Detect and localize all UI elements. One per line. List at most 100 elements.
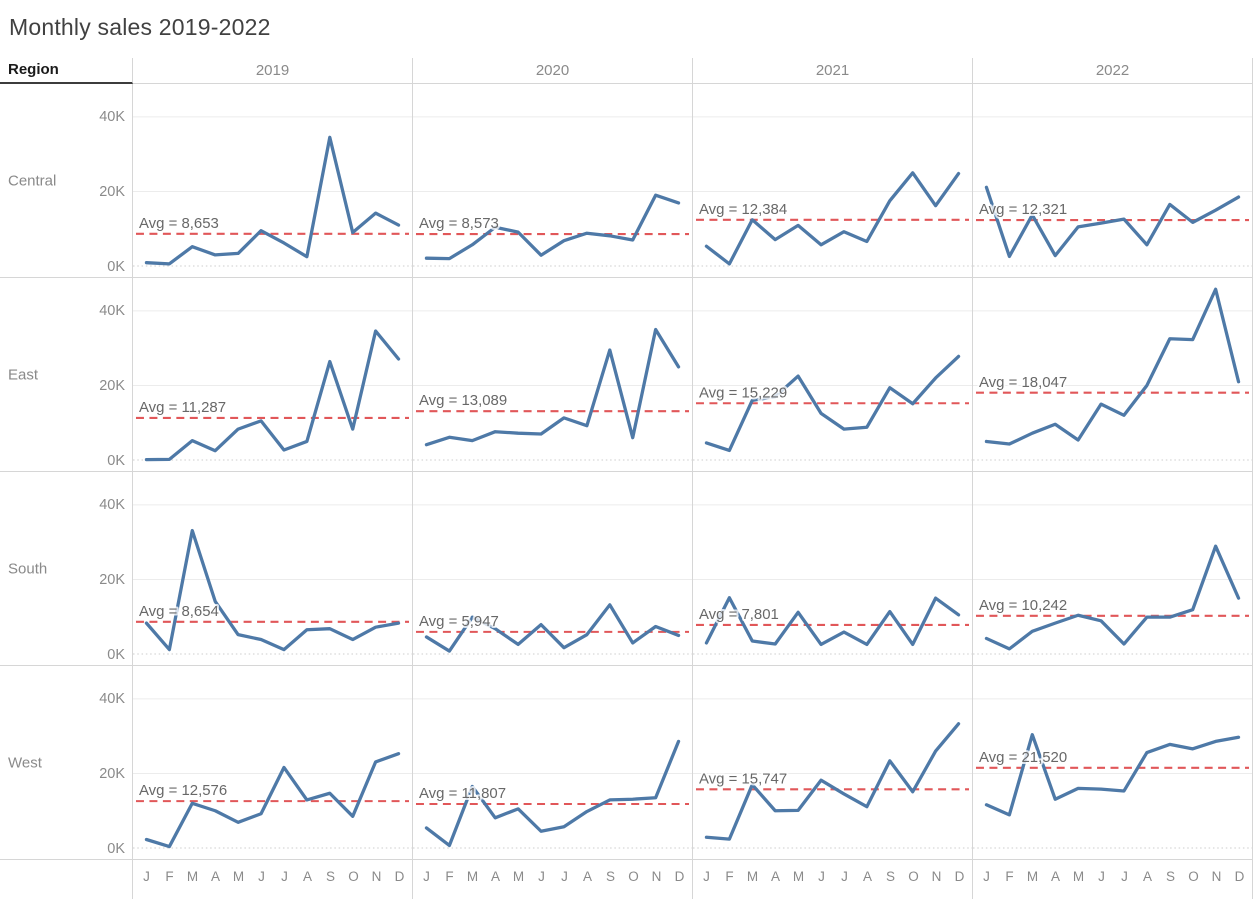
sales-line-plot: Avg = 11,807 <box>413 698 692 849</box>
row-label-west: West 40K 20K 0K <box>0 666 133 860</box>
month-label: N <box>931 869 942 884</box>
month-label: J <box>983 869 990 884</box>
month-label: A <box>770 869 781 884</box>
sales-line-plot: Avg = 12,321 <box>973 116 1252 267</box>
month-label: M <box>1072 869 1085 884</box>
month-label: J <box>538 869 545 884</box>
chart-cell-west-2020[interactable]: Avg = 11,807 <box>413 666 693 860</box>
chart-cell-central-2019[interactable]: Avg = 8,653 <box>133 84 413 278</box>
year-header-2021: 2021 <box>693 58 973 84</box>
average-label: Avg = 10,242 <box>979 597 1067 614</box>
sales-line <box>984 544 1241 651</box>
y-axis-tick-20k: 20K <box>99 184 125 200</box>
average-label: Avg = 11,807 <box>419 785 506 802</box>
month-label: J <box>258 869 265 884</box>
sales-line <box>424 739 681 848</box>
month-label: M <box>186 869 199 884</box>
sales-line <box>424 603 681 653</box>
chart-cell-east-2019[interactable]: Avg = 11,287 <box>133 278 413 472</box>
sales-line-plot: Avg = 21,520 <box>973 698 1252 849</box>
sales-line <box>424 327 681 447</box>
sales-line <box>984 733 1241 817</box>
month-label: S <box>885 869 896 884</box>
month-label: F <box>1005 869 1014 884</box>
chart-cell-west-2022[interactable]: Avg = 21,520 <box>973 666 1253 860</box>
sales-line-plot: Avg = 15,747 <box>693 698 972 849</box>
average-label: Avg = 12,321 <box>979 201 1067 218</box>
sales-line <box>424 193 681 261</box>
month-label: D <box>1234 869 1245 884</box>
chart-grid: Region 2019 2020 2021 2022 Central 40K 2… <box>0 58 1256 899</box>
average-label: Avg = 8,573 <box>419 215 499 232</box>
y-axis-tick-0k: 0K <box>107 259 125 275</box>
average-label: Avg = 11,287 <box>139 399 226 416</box>
month-label: F <box>725 869 734 884</box>
row-label-south: South 40K 20K 0K <box>0 472 133 666</box>
month-label: A <box>210 869 221 884</box>
month-label: J <box>561 869 568 884</box>
month-label: A <box>302 869 313 884</box>
year-header-2022: 2022 <box>973 58 1253 84</box>
chart-cell-east-2021[interactable]: Avg = 15,229 <box>693 278 973 472</box>
chart-cell-central-2020[interactable]: Avg = 8,573 <box>413 84 693 278</box>
average-label: Avg = 13,089 <box>419 392 507 409</box>
month-label: J <box>703 869 710 884</box>
month-label: D <box>394 869 405 884</box>
month-label: A <box>1142 869 1153 884</box>
month-label: J <box>143 869 150 884</box>
average-label: Avg = 21,520 <box>979 749 1067 766</box>
average-label: Avg = 15,747 <box>699 770 787 787</box>
chart-cell-central-2022[interactable]: Avg = 12,321 <box>973 84 1253 278</box>
row-label-central: Central 40K 20K 0K <box>0 84 133 278</box>
chart-cell-south-2020[interactable]: Avg = 5,947 <box>413 472 693 666</box>
sales-line-plot: Avg = 8,653 <box>133 116 412 267</box>
chart-cell-west-2019[interactable]: Avg = 12,576 <box>133 666 413 860</box>
month-label: D <box>674 869 685 884</box>
average-label: Avg = 15,229 <box>699 384 787 401</box>
chart-cell-east-2022[interactable]: Avg = 18,047 <box>973 278 1253 472</box>
y-axis-tick-0k: 0K <box>107 647 125 663</box>
average-label: Avg = 12,384 <box>699 201 787 218</box>
month-label: A <box>1050 869 1061 884</box>
y-axis-tick-40k: 40K <box>99 497 125 513</box>
sales-line <box>144 135 401 266</box>
month-label: M <box>466 869 479 884</box>
average-label: Avg = 7,801 <box>699 606 779 623</box>
y-axis-tick-0k: 0K <box>107 841 125 857</box>
month-label: M <box>1026 869 1039 884</box>
sales-line <box>144 329 401 462</box>
row-label-east: East 40K 20K 0K <box>0 278 133 472</box>
sales-line <box>984 287 1241 446</box>
chart-cell-east-2020[interactable]: Avg = 13,089 <box>413 278 693 472</box>
sales-line <box>704 354 961 453</box>
y-axis-tick-20k: 20K <box>99 378 125 394</box>
average-label: Avg = 5,947 <box>419 613 499 630</box>
month-label: M <box>512 869 525 884</box>
month-label: J <box>423 869 430 884</box>
sales-line <box>144 528 401 652</box>
month-label: S <box>605 869 616 884</box>
average-label: Avg = 8,653 <box>139 215 219 232</box>
month-label: J <box>1121 869 1128 884</box>
sales-line <box>704 596 961 647</box>
chart-cell-south-2021[interactable]: Avg = 7,801 <box>693 472 973 666</box>
chart-cell-south-2022[interactable]: Avg = 10,242 <box>973 472 1253 666</box>
month-label: A <box>862 869 873 884</box>
chart-cell-west-2021[interactable]: Avg = 15,747 <box>693 666 973 860</box>
month-label: J <box>1098 869 1105 884</box>
sales-line-plot: Avg = 7,801 <box>693 504 972 655</box>
month-label: O <box>1188 869 1199 884</box>
y-axis-tick-40k: 40K <box>99 691 125 707</box>
chart-cell-south-2019[interactable]: Avg = 8,654 <box>133 472 413 666</box>
region-label: West <box>8 754 42 771</box>
y-axis-tick-40k: 40K <box>99 303 125 319</box>
year-header-2020: 2020 <box>413 58 693 84</box>
sales-line-plot: Avg = 5,947 <box>413 504 692 655</box>
average-label: Avg = 12,576 <box>139 782 227 799</box>
month-label: D <box>954 869 965 884</box>
month-label: F <box>165 869 174 884</box>
chart-cell-central-2021[interactable]: Avg = 12,384 <box>693 84 973 278</box>
month-label: A <box>490 869 501 884</box>
